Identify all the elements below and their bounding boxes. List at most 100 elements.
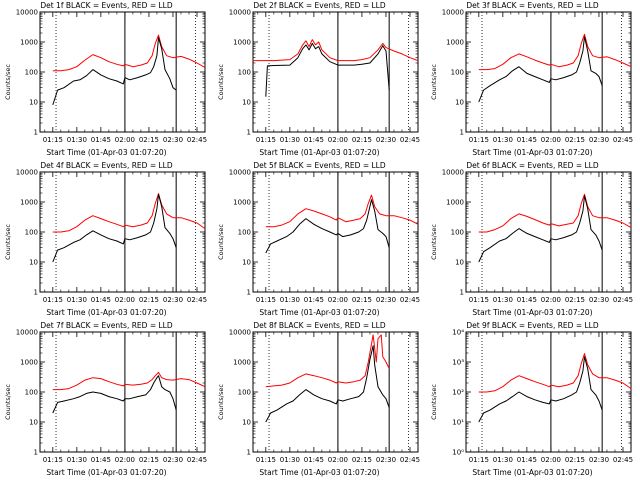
y-tick-label: 1000	[446, 39, 464, 47]
y-tick-label: 1000	[233, 359, 251, 367]
y-tick-label: 10	[29, 419, 38, 427]
x-tick-label: 01:30	[493, 296, 513, 304]
y-tick-label: 100	[451, 69, 464, 77]
plot-svg: 1 10 100 1000 10000 01:15 01:30 01:45 02:00 02:15…	[442, 9, 633, 145]
x-tick-label: 02:15	[139, 296, 159, 304]
x-tick-label: 02:15	[565, 296, 585, 304]
events-series-line	[52, 193, 177, 263]
x-tick-label: 02:00	[115, 456, 135, 464]
x-tick-label: 02:30	[163, 136, 183, 144]
x-tick-label: 02:30	[589, 456, 609, 464]
axis-frame	[39, 171, 206, 293]
x-tick-label: 02:00	[115, 296, 135, 304]
events-series-line	[265, 42, 390, 97]
lld-series-line	[478, 193, 632, 233]
y-axis-label: Counts/sec	[217, 64, 225, 100]
y-tick-label: 10000	[16, 9, 38, 17]
y-tick-label: 1	[34, 289, 38, 297]
lld-series-line	[253, 39, 419, 62]
y-tick-label: 10	[242, 99, 251, 107]
x-tick-label: 01:15	[43, 296, 63, 304]
events-series-line	[265, 199, 390, 254]
events-series-line	[478, 195, 603, 263]
axis-frame	[465, 171, 632, 293]
lld-series-line	[52, 34, 206, 72]
y-tick-label: 100	[238, 229, 251, 237]
x-axis-label: Start Time (01-Apr-03 01:07:20)	[259, 308, 380, 317]
plot-svg: 1 10 100 1000 10000 01:15 01:30 01:45 02:00 02:15…	[229, 169, 420, 305]
x-axis-label: Start Time (01-Apr-03 01:07:20)	[472, 308, 593, 317]
y-axis-label: Counts/sec	[4, 224, 12, 260]
x-tick-label: 01:45	[517, 296, 537, 304]
axis-frame	[465, 331, 632, 453]
x-tick-label: 02:30	[163, 456, 183, 464]
x-tick-label: 01:45	[91, 136, 111, 144]
panel-title: Det 8f BLACK = Events, RED = LLD	[253, 321, 386, 330]
x-tick-label: 02:45	[613, 456, 633, 464]
y-tick-label: 10	[242, 259, 251, 267]
x-tick-label: 01:30	[280, 136, 300, 144]
y-tick-label: 1	[460, 129, 464, 137]
y-tick-label: 10	[455, 259, 464, 267]
y-tick-label: 1	[34, 129, 38, 137]
chart-panel-det2: 1 10 100 1000 10000 01:15 01:30 01:45 02:00 02:15…	[213, 0, 426, 160]
y-tick-label: 100	[25, 229, 38, 237]
x-axis-label: Start Time (01-Apr-03 01:07:20)	[472, 468, 593, 477]
x-tick-label: 02:15	[139, 456, 159, 464]
x-tick-label: 01:30	[280, 456, 300, 464]
plot-svg: 1 10 100 1000 10000 01:15 01:30 01:45 02:00 02:15…	[229, 329, 420, 465]
lld-series-line	[478, 33, 632, 71]
x-tick-label: 02:00	[541, 136, 561, 144]
y-tick-label: 1	[247, 449, 251, 457]
y-axis-label: Counts/sec	[217, 384, 225, 420]
panel-title: Det 7f BLACK = Events, RED = LLD	[40, 321, 173, 330]
axis-frame	[252, 331, 419, 453]
y-tick-label: 1000	[20, 359, 38, 367]
x-tick-label: 02:45	[400, 296, 420, 304]
y-tick-label: 10000	[442, 9, 464, 17]
x-tick-label: 02:30	[376, 296, 396, 304]
y-tick-label: 10²	[452, 389, 464, 397]
chart-panel-det3: 1 10 100 1000 10000 01:15 01:30 01:45 02:00 02:15…	[426, 0, 639, 160]
y-tick-label: 1	[34, 449, 38, 457]
x-axis-label: Start Time (01-Apr-03 01:07:20)	[472, 148, 593, 157]
x-tick-label: 02:30	[376, 136, 396, 144]
x-tick-label: 02:00	[541, 456, 561, 464]
x-tick-label: 01:30	[493, 136, 513, 144]
x-tick-label: 01:45	[517, 136, 537, 144]
x-tick-label: 02:30	[589, 136, 609, 144]
x-tick-label: 02:45	[187, 136, 207, 144]
plot-svg: 1 10 100 1000 10000 01:15 01:30 01:45 02:00 02:15…	[442, 169, 633, 305]
y-tick-label: 10	[242, 419, 251, 427]
x-tick-label: 01:15	[43, 136, 63, 144]
x-tick-label: 01:30	[67, 296, 87, 304]
chart-panel-det8: 1 10 100 1000 10000 01:15 01:30 01:45 02:00 02:15…	[213, 320, 426, 480]
lld-series-line	[478, 353, 632, 393]
y-tick-label: 10000	[229, 329, 251, 337]
y-tick-label: 10000	[229, 9, 251, 17]
x-axis-label: Start Time (01-Apr-03 01:07:20)	[46, 308, 167, 317]
x-axis-label: Start Time (01-Apr-03 01:07:20)	[259, 148, 380, 157]
y-tick-label: 10	[29, 259, 38, 267]
x-tick-label: 01:15	[469, 296, 489, 304]
x-tick-label: 01:45	[304, 456, 324, 464]
x-tick-label: 01:30	[67, 136, 87, 144]
events-series-line	[52, 375, 177, 414]
y-axis-label: Counts/sec	[430, 64, 438, 100]
x-tick-label: 02:15	[352, 296, 372, 304]
events-series-line	[478, 36, 603, 103]
axis-frame	[252, 11, 419, 133]
x-tick-label: 02:30	[163, 296, 183, 304]
y-tick-label: 10¹	[452, 419, 464, 427]
panel-title: Det 9f BLACK = Events, RED = LLD	[466, 321, 599, 330]
x-tick-label: 02:30	[376, 456, 396, 464]
plot-svg: 1 10 100 1000 10000 01:15 01:30 01:45 02:00 02:15…	[16, 169, 207, 305]
x-tick-label: 02:00	[541, 296, 561, 304]
y-tick-label: 10⁰	[452, 449, 464, 457]
y-tick-label: 100	[25, 389, 38, 397]
x-tick-label: 02:15	[565, 136, 585, 144]
y-tick-label: 10⁴	[452, 329, 464, 337]
lld-series-line	[265, 334, 390, 388]
x-tick-label: 02:00	[115, 136, 135, 144]
y-tick-label: 100	[238, 69, 251, 77]
